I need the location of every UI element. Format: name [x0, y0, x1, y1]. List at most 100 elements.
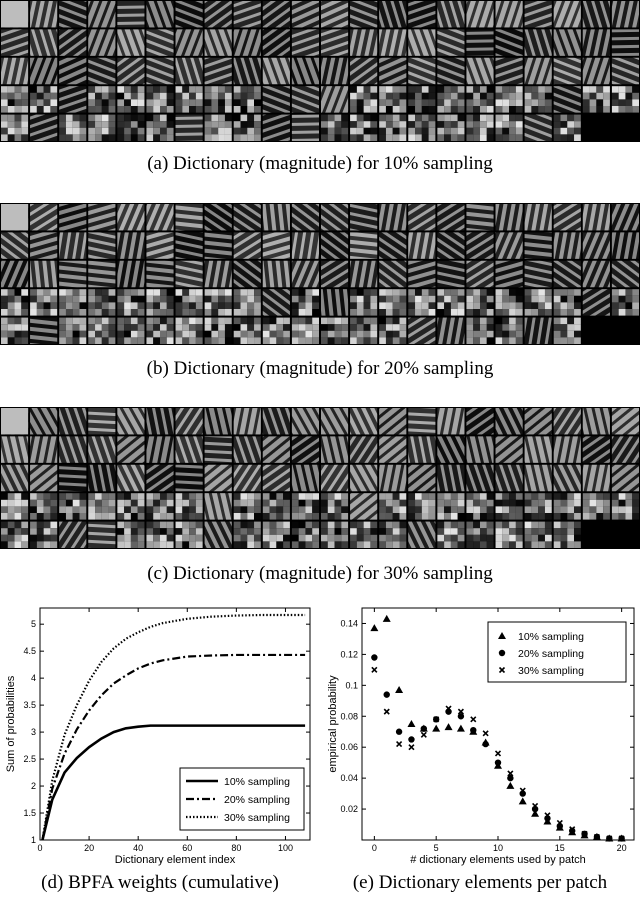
dictionary-atom	[59, 521, 87, 548]
x-tick-label: 80	[231, 843, 241, 853]
dictionary-atom	[350, 29, 378, 56]
dictionary-atom	[262, 260, 290, 288]
dictionary-atom	[524, 493, 552, 520]
dictionary-atom	[611, 1, 639, 28]
dictionary-atom	[437, 289, 465, 316]
dictionary-atom	[495, 493, 523, 520]
dictionary-atom	[582, 408, 610, 435]
dictionary-atom	[59, 408, 87, 435]
dictionary-atom	[30, 86, 58, 113]
dictionary-atom	[262, 204, 290, 231]
dictionary-atom	[524, 464, 552, 492]
dictionary-atom	[321, 289, 349, 316]
dictionary-atom	[524, 114, 552, 141]
y-axis-label: empirical probability	[327, 675, 339, 773]
dictionary-atom	[437, 260, 465, 288]
dictionary-atom	[437, 464, 465, 492]
dictionary-atom	[291, 232, 319, 259]
dictionary-atom	[350, 521, 378, 548]
dictionary-atom	[350, 317, 378, 344]
dictionary-atom	[553, 232, 581, 259]
dictionary-atom	[553, 493, 581, 520]
data-point-circle	[395, 728, 403, 735]
dictionary-atom	[291, 521, 319, 548]
dictionary-atom	[30, 408, 58, 435]
dictionary-atom	[582, 289, 610, 316]
dictionary-atom	[350, 408, 378, 435]
dictionary-atom	[204, 57, 232, 85]
legend	[487, 621, 627, 683]
dictionary-atom	[321, 464, 349, 492]
dictionary-atom	[1, 232, 29, 259]
dictionary-atom	[437, 57, 465, 85]
dictionary-atom	[350, 204, 378, 231]
dictionary-atom	[553, 464, 581, 492]
dictionary-atom	[175, 204, 203, 231]
data-point-x	[445, 705, 452, 712]
dictionary-atom	[117, 521, 145, 548]
dictionary-atom	[291, 114, 319, 141]
dictionary-atom	[291, 408, 319, 435]
dictionary-atom	[437, 436, 465, 463]
data-point-x	[457, 708, 464, 715]
dictionary-atom	[524, 232, 552, 259]
data-point-triangle	[498, 632, 506, 639]
dictionary-atom	[408, 260, 436, 288]
dictionary-atom	[204, 289, 232, 316]
dictionary-atom	[466, 464, 494, 492]
dictionary-atom	[437, 232, 465, 259]
dictionary-atom	[204, 521, 232, 548]
dictionary-atom	[350, 289, 378, 316]
plot-e-svg: 0 5 10 15 20 0.02 0.04 0.06 0.08 0.1 0.12 0.14 # dic…	[327, 607, 635, 866]
dictionary-atom	[553, 57, 581, 85]
dictionary-atom	[350, 464, 378, 492]
dictionary-atom	[524, 1, 552, 28]
data-point-circle	[470, 726, 477, 734]
dictionary-atom	[146, 114, 174, 141]
dictionary-atom	[524, 86, 552, 113]
dictionary-atom	[204, 436, 232, 463]
dictionary-image-30	[0, 407, 640, 549]
dictionary-atom	[88, 114, 116, 141]
dictionary-atom	[291, 289, 319, 316]
dictionary-atom	[146, 521, 174, 548]
data-point-triangle	[432, 724, 441, 732]
dictionary-atom	[233, 464, 261, 492]
dictionary-atom	[437, 408, 465, 435]
data-point-x	[556, 819, 563, 827]
plot-bpfa-weights: 0 20 40 60 80 100 1 1.5 2 2.5 3 3.5 4 4.5 5 Dictionary …	[0, 600, 320, 873]
dictionary-atom	[88, 29, 116, 56]
y-tick-label: 0.1	[345, 680, 358, 690]
dictionary-atom	[350, 232, 378, 259]
caption-d: (d) BPFA weights (cumulative)	[41, 872, 279, 893]
dictionary-atom	[291, 464, 319, 492]
series-line	[41, 653, 306, 841]
dictionary-atom	[262, 232, 290, 259]
dictionary-atom	[495, 317, 523, 344]
dictionary-atom	[553, 289, 581, 316]
dictionary-atom	[175, 317, 203, 344]
dictionary-atom	[233, 114, 261, 141]
dictionary-atom	[553, 29, 581, 56]
data-point-x	[494, 750, 502, 757]
dictionary-atom	[88, 289, 116, 316]
dictionary-atom	[30, 232, 58, 259]
dictionary-atom	[88, 317, 116, 344]
legend-label: 30% sampling	[518, 665, 584, 677]
dictionary-atom	[291, 260, 319, 288]
x-tick-label: 10	[493, 843, 503, 853]
dictionary-atom	[262, 436, 290, 463]
dictionary-atom	[379, 1, 407, 28]
dictionary-atom	[524, 521, 552, 548]
dictionary-atom	[262, 521, 290, 548]
dictionary-atom	[466, 289, 494, 316]
dictionary-atom	[350, 1, 378, 28]
dictionary-atom	[30, 204, 58, 231]
dictionary-atom	[30, 57, 58, 85]
dictionary-atom-dc	[1, 408, 29, 435]
dictionary-atom	[553, 114, 581, 141]
dictionary-atom	[88, 408, 116, 435]
data-point-circle	[482, 740, 489, 748]
dictionary-atom	[88, 260, 116, 288]
dictionary-atom	[59, 29, 87, 56]
